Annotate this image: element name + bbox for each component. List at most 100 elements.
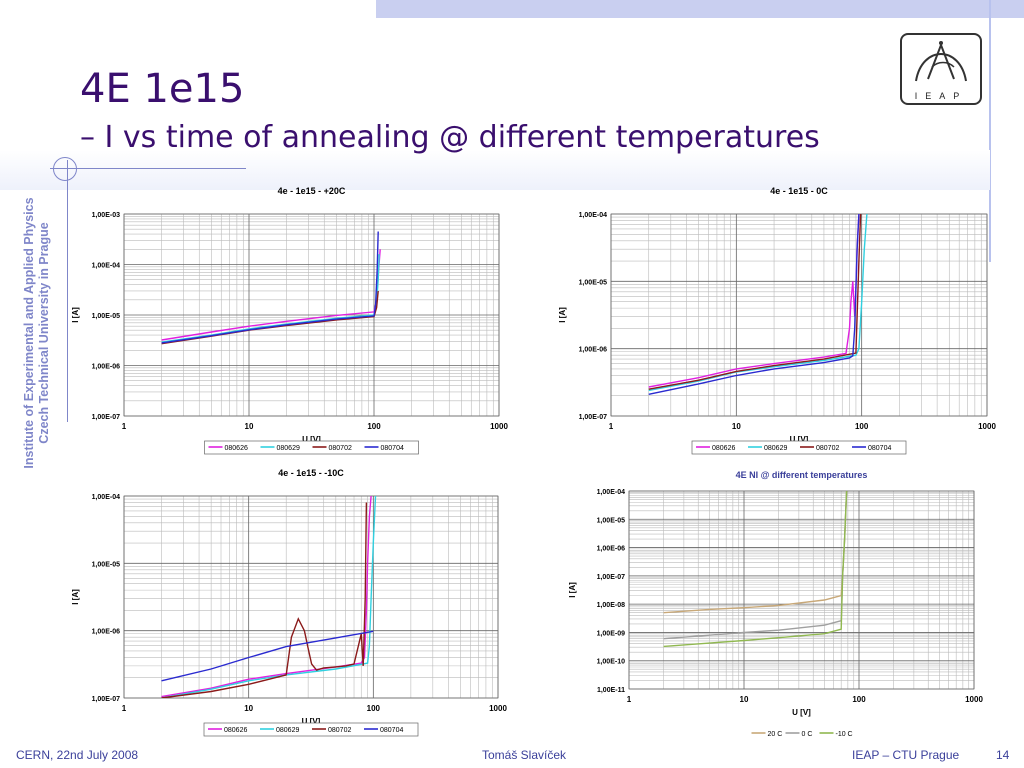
y-tick-label: 1,00E-04: [92, 494, 121, 501]
ieap-logo: IEAP: [900, 33, 982, 105]
x-tick-label: 100: [852, 695, 866, 704]
footer-author: Tomáš Slavíček: [482, 748, 567, 762]
legend-box: [203, 722, 419, 737]
series-line-080702: [161, 502, 368, 698]
decor-vertical-line: [67, 160, 68, 422]
y-axis-label: I [A]: [568, 582, 577, 598]
x-tick-label: 100: [367, 704, 381, 713]
x-tick-label: 1000: [489, 704, 507, 713]
y-axis-label: I [A]: [558, 307, 567, 323]
institute-side-text: Institute of Experimental and Applied Ph…: [22, 183, 52, 483]
y-tick-label: 1,00E-06: [92, 364, 121, 371]
x-axis-label: U [V]: [302, 435, 321, 444]
legend-label: 080629: [277, 445, 300, 452]
y-tick-label: 1,00E-10: [597, 659, 626, 666]
legend-label: -10 C: [836, 731, 853, 738]
y-tick-label: 1,00E-05: [92, 313, 121, 320]
logo-emblem-icon: [915, 41, 967, 82]
chart-0c: 4e - 1e15 - 0C 1 10 100 1000 1,00E-07 1,00E-06…: [558, 186, 996, 455]
top-accent-bar: [376, 0, 1024, 18]
legend-label: 080702: [328, 727, 351, 734]
y-tick-label: 1,00E-08: [597, 602, 626, 609]
chart-minus10c: 4e - 1e15 - -10C 1 10 100 1000 1,00E-07 1,00E-…: [71, 468, 507, 737]
legend-label: 080704: [381, 445, 404, 452]
legend-box: [747, 727, 856, 740]
slide-subtitle: – I vs time of annealing @ different tem…: [80, 120, 820, 155]
slide-title: 4E 1e15: [80, 66, 245, 112]
y-tick-label: 1,00E-04: [579, 212, 608, 219]
y-axis-label: I [A]: [71, 589, 80, 605]
y-tick-label: 1,00E-07: [92, 414, 121, 421]
y-tick-label: 1,00E-06: [579, 347, 608, 354]
decor-circle: [53, 157, 77, 181]
x-tick-label: 10: [732, 422, 741, 431]
legend-label: 080626: [224, 727, 247, 734]
y-tick-label: 1,00E-03: [92, 212, 121, 219]
series-line-080702: [648, 214, 862, 390]
right-accent-line: [989, 0, 991, 262]
x-tick-label: 1000: [965, 695, 983, 704]
x-tick-label: 10: [244, 704, 253, 713]
y-tick-label: 1,00E-05: [92, 561, 121, 568]
chart-title: 4E NI @ different temperatures: [736, 470, 868, 480]
x-axis-label: U [V]: [790, 435, 809, 444]
chart-title: 4e - 1e15 - -10C: [278, 468, 344, 478]
y-tick-label: 1,00E-06: [92, 629, 121, 636]
series-line-080704: [648, 214, 860, 395]
footer-date: CERN, 22nd July 2008: [16, 748, 139, 762]
series-line-080704: [161, 630, 374, 682]
x-tick-label: 1: [627, 695, 632, 704]
legend-label: 0 C: [802, 731, 813, 738]
legend-label: 20 C: [768, 731, 783, 738]
university-name: Czech Technical University in Prague: [37, 222, 51, 444]
y-tick-label: 1,00E-06: [597, 546, 626, 553]
series-line-080626: [161, 496, 372, 698]
x-axis-label: U [V]: [792, 708, 811, 717]
y-tick-label: 1,00E-04: [597, 489, 626, 496]
institute-name: Institute of Experimental and Applied Ph…: [22, 197, 36, 469]
plot-area: [628, 490, 975, 690]
legend-label: 080629: [764, 445, 787, 452]
x-tick-label: 1: [122, 422, 127, 431]
legend-label: 080704: [380, 727, 403, 734]
legend-label: 080704: [868, 445, 891, 452]
y-tick-label: 1,00E-09: [597, 630, 626, 637]
legend-label: 080626: [225, 445, 248, 452]
y-axis-label: I [A]: [71, 307, 80, 323]
series-line-080629: [161, 496, 377, 698]
x-tick-label: 100: [367, 422, 381, 431]
plot-area: [123, 495, 499, 699]
chart-20c: 4e - 1e15 - +20C 1 10 100 1000 1,00E-07 1,00E-…: [71, 186, 508, 455]
series-line-080629: [648, 214, 868, 392]
x-tick-label: 10: [245, 422, 254, 431]
legend-label: 080702: [329, 445, 352, 452]
page-number: 14: [996, 748, 1010, 762]
y-tick-label: 1,00E-05: [597, 517, 626, 524]
logo-text: IEAP: [914, 91, 968, 101]
series-line-080704: [161, 231, 379, 344]
y-tick-label: 1,00E-11: [597, 687, 625, 694]
x-tick-label: 1: [609, 422, 614, 431]
legend-label: 080629: [276, 727, 299, 734]
x-axis-label: U [V]: [302, 717, 321, 726]
series-line--10C: [663, 491, 848, 648]
background-gradient: [0, 150, 990, 190]
decor-line: [50, 168, 246, 169]
footer-institute: IEAP – CTU Prague: [852, 748, 960, 762]
x-tick-label: 1: [122, 704, 127, 713]
chart-title: 4e - 1e15 - +20C: [278, 186, 346, 196]
legend-label: 080702: [816, 445, 839, 452]
x-tick-label: 10: [740, 695, 749, 704]
y-tick-label: 1,00E-07: [92, 696, 121, 703]
y-tick-label: 1,00E-04: [92, 263, 121, 270]
legend-box: [204, 440, 419, 455]
y-tick-label: 1,00E-07: [579, 414, 608, 421]
y-tick-label: 1,00E-05: [579, 279, 608, 286]
legend-box: [691, 440, 907, 455]
chart-ni-temperatures: 4E NI @ different temperatures 1 10 100 1000…: [568, 470, 983, 740]
x-tick-label: 1000: [978, 422, 996, 431]
chart-title: 4e - 1e15 - 0C: [770, 186, 828, 196]
x-tick-label: 100: [855, 422, 869, 431]
y-tick-label: 1,00E-07: [597, 574, 626, 581]
x-tick-label: 1000: [490, 422, 508, 431]
